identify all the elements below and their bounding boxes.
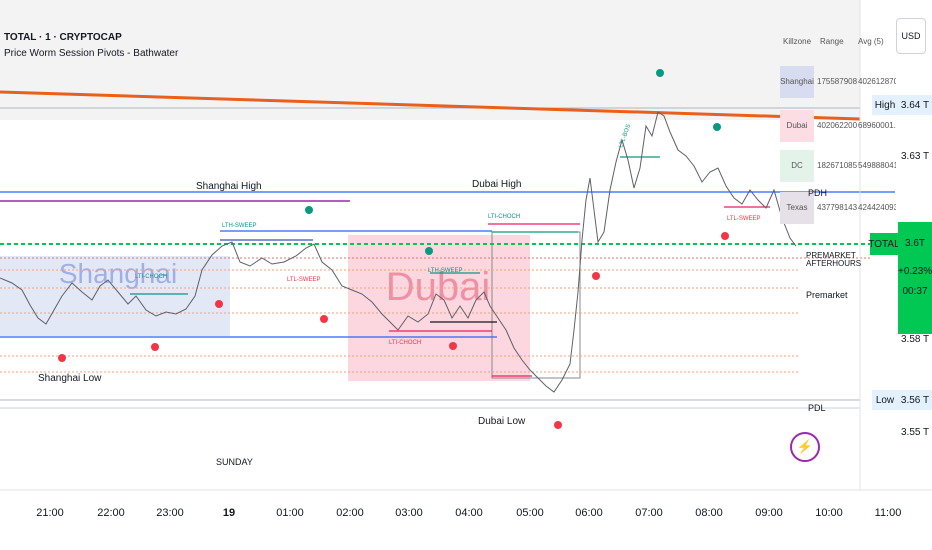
- time-tick: 10:00: [815, 507, 843, 519]
- time-tick: 11:00: [874, 507, 902, 519]
- lightning-icon[interactable]: ⚡: [790, 432, 820, 462]
- countdown: 00:37: [902, 286, 928, 297]
- shanghai-low-label: Shanghai Low: [38, 373, 102, 384]
- pivot-dot: [449, 342, 457, 350]
- pivot-dot: [713, 123, 721, 131]
- current-price-badge: 3.6T +0.23% 00:37: [898, 222, 932, 334]
- structure-label: LTI-CHOCH: [389, 340, 421, 346]
- structure-label: LTL-SWEEP: [727, 216, 761, 222]
- killzone-row-name: DC: [780, 150, 814, 182]
- time-tick: 09:00: [755, 507, 783, 519]
- pivot-dot: [305, 206, 313, 214]
- currency-button[interactable]: USD: [896, 18, 926, 54]
- killzone-header: Killzone: [783, 37, 812, 46]
- killzone-row-avg: 68960001...16: [858, 121, 896, 130]
- time-tick: 01:00: [276, 507, 304, 519]
- range-header: Range: [820, 37, 844, 46]
- pivot-dot: [215, 300, 223, 308]
- dubai-watermark: Dubai: [386, 265, 491, 309]
- killzone-row-name: Dubai: [780, 110, 814, 142]
- shanghai-watermark: Shanghai: [59, 258, 177, 289]
- afterhours-stack-item: AFTERHOURS: [806, 259, 862, 268]
- shanghai-session-box: [0, 256, 230, 336]
- avg-header: Avg (5): [858, 37, 884, 46]
- high-pill: High: [872, 95, 898, 115]
- killzone-row-avg: 54988804174.2: [858, 161, 896, 170]
- pdh-label: PDH: [808, 188, 828, 198]
- pivot-dot: [656, 69, 664, 77]
- premarket-stack-item: PREMARKET: [806, 251, 856, 260]
- time-tick: 03:00: [395, 507, 423, 519]
- price-line: [0, 111, 797, 393]
- structure-label: LTL-BOS: [618, 124, 632, 149]
- time-tick: 22:00: [97, 507, 125, 519]
- killzone-row-range: 17558790872: [817, 77, 857, 86]
- time-tick: 19: [222, 507, 236, 519]
- time-tick: 08:00: [695, 507, 723, 519]
- symbol-title[interactable]: TOTAL · 1 · CRYPTOCAP: [4, 32, 122, 43]
- symbol-price-tag: TOTAL: [868, 233, 900, 255]
- structure-label: LTL-SWEEP: [287, 277, 321, 283]
- time-tick: 23:00: [156, 507, 184, 519]
- pdl-price-pill: 3.56 T: [898, 390, 932, 410]
- pdl-label: PDL: [808, 403, 826, 413]
- price-tick: 3.58 T: [901, 334, 930, 345]
- pivot-dot: [58, 354, 66, 362]
- structure-label: LTI-CHOCH: [135, 274, 167, 280]
- pivot-dot: [425, 247, 433, 255]
- premarket-label: Premarket: [806, 290, 848, 300]
- killzone-row-range: 40206220070: [817, 121, 857, 130]
- structure-label: LTH-SWEEP: [222, 223, 257, 229]
- time-tick: 02:00: [336, 507, 364, 519]
- pivot-dot: [320, 315, 328, 323]
- time-tick: 07:00: [635, 507, 663, 519]
- current-price: 3.6T: [904, 238, 925, 249]
- pdh-price-pill: 3.64 T: [898, 95, 932, 115]
- pivot-dot: [721, 232, 729, 240]
- pivot-dot: [151, 343, 159, 351]
- pivot-markers: [58, 69, 729, 429]
- time-tick: 04:00: [455, 507, 483, 519]
- time-tick: 21:00: [36, 507, 64, 519]
- pivot-dot: [592, 272, 600, 280]
- sunday-label: SUNDAY: [216, 457, 253, 467]
- killzone-row-avg: 40261287026.2: [858, 77, 896, 86]
- price-tick: 3.63 T: [901, 151, 930, 162]
- killzone-row-avg: 42442409311.2: [858, 203, 896, 212]
- current-change: +0.23%: [898, 266, 932, 277]
- time-tick: 05:00: [516, 507, 544, 519]
- premarket-stack-label: PREMARKET AFTERHOURS: [806, 252, 861, 268]
- moving-average-line: [0, 90, 861, 121]
- structure-label: LTI-CHOCH: [488, 214, 520, 220]
- price-tick: 3.55 T: [901, 427, 930, 438]
- shanghai-high-label: Shanghai High: [196, 181, 262, 192]
- killzone-row-range: 43779814345: [817, 203, 857, 212]
- pre-session-shading: [0, 0, 860, 120]
- low-pill: Low: [872, 390, 898, 410]
- killzone-row-range: 18267108522: [817, 161, 857, 170]
- indicator-title[interactable]: Price Worm Session Pivots - Bathwater: [4, 48, 179, 59]
- killzone-row-name: Texas: [780, 192, 814, 224]
- structure-label: LTH-SWEEP: [428, 268, 463, 274]
- time-tick: 06:00: [575, 507, 603, 519]
- killzone-row-name: Shanghai: [780, 66, 814, 98]
- dubai-low-label: Dubai Low: [478, 416, 526, 427]
- pivot-dot: [554, 421, 562, 429]
- dubai-high-label: Dubai High: [472, 179, 521, 190]
- dubai-session-box: [348, 235, 530, 381]
